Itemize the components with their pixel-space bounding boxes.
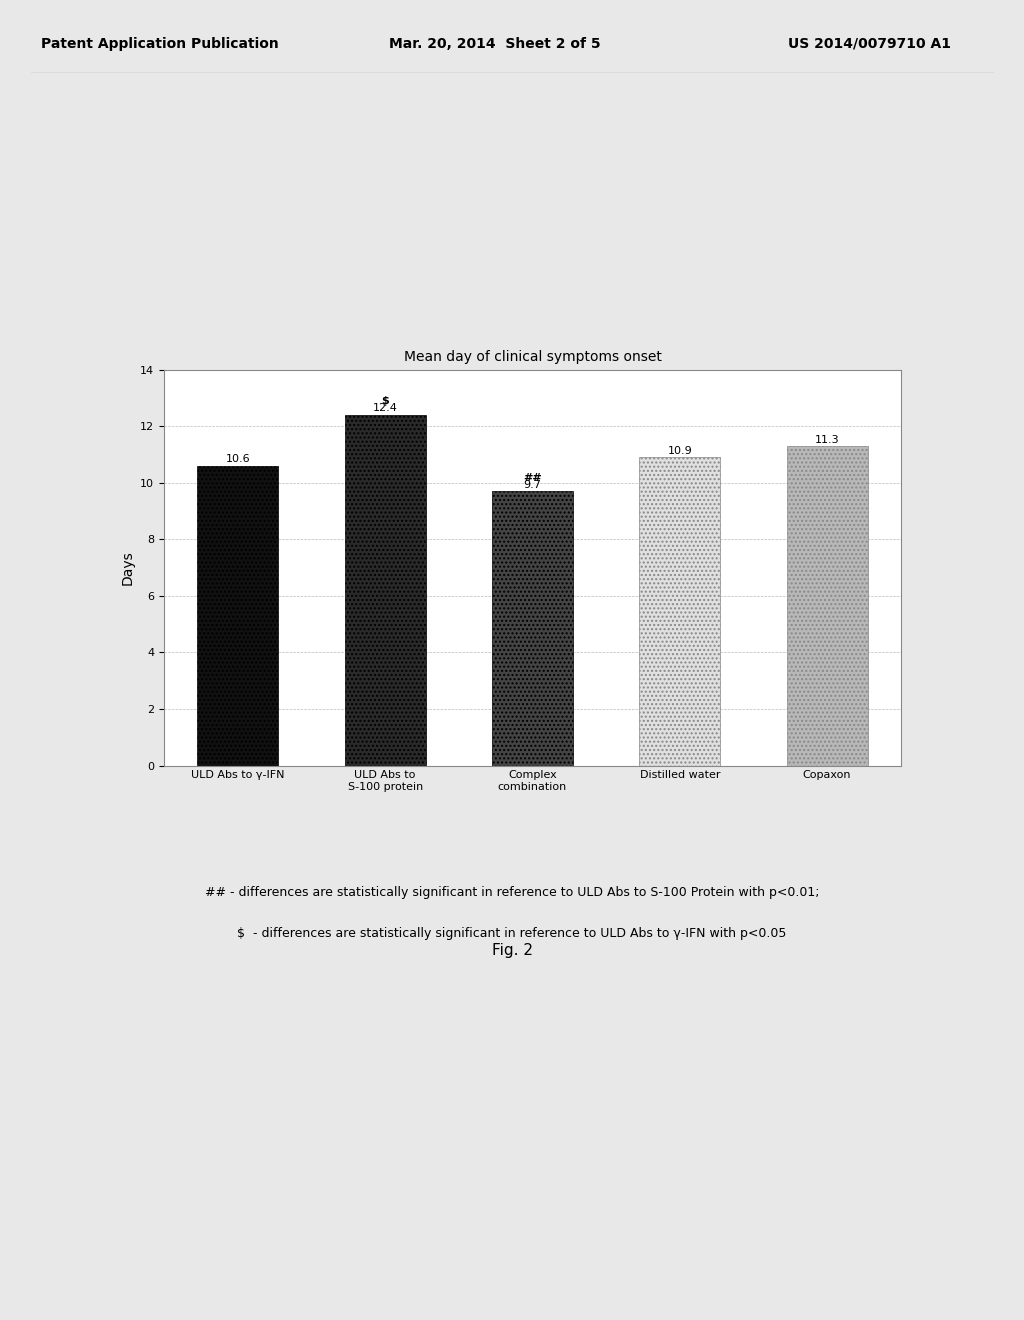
Bar [786,446,867,766]
Text: $  - differences are statistically significant in reference to ULD Abs to γ-IFN : $ - differences are statistically signif… [238,928,786,940]
Y-axis label: Days: Days [121,550,134,585]
Text: 10.9: 10.9 [668,446,692,455]
Text: 9.7: 9.7 [523,479,542,490]
Text: 12.4: 12.4 [373,404,397,413]
Text: 11.3: 11.3 [815,434,840,445]
Text: Patent Application Publication: Patent Application Publication [41,37,279,50]
Bar [198,466,279,766]
Text: Mar. 20, 2014  Sheet 2 of 5: Mar. 20, 2014 Sheet 2 of 5 [389,37,601,50]
Text: US 2014/0079710 A1: US 2014/0079710 A1 [788,37,951,50]
Text: 10.6: 10.6 [225,454,250,465]
Bar [345,414,426,766]
Text: ##: ## [523,473,542,483]
Text: ## - differences are statistically significant in reference to ULD Abs to S-100 : ## - differences are statistically signi… [205,886,819,899]
Text: Fig. 2: Fig. 2 [492,942,532,958]
Bar [639,457,720,766]
Title: Mean day of clinical symptoms onset: Mean day of clinical symptoms onset [403,350,662,364]
Text: $: $ [381,396,389,407]
Bar [492,491,573,766]
